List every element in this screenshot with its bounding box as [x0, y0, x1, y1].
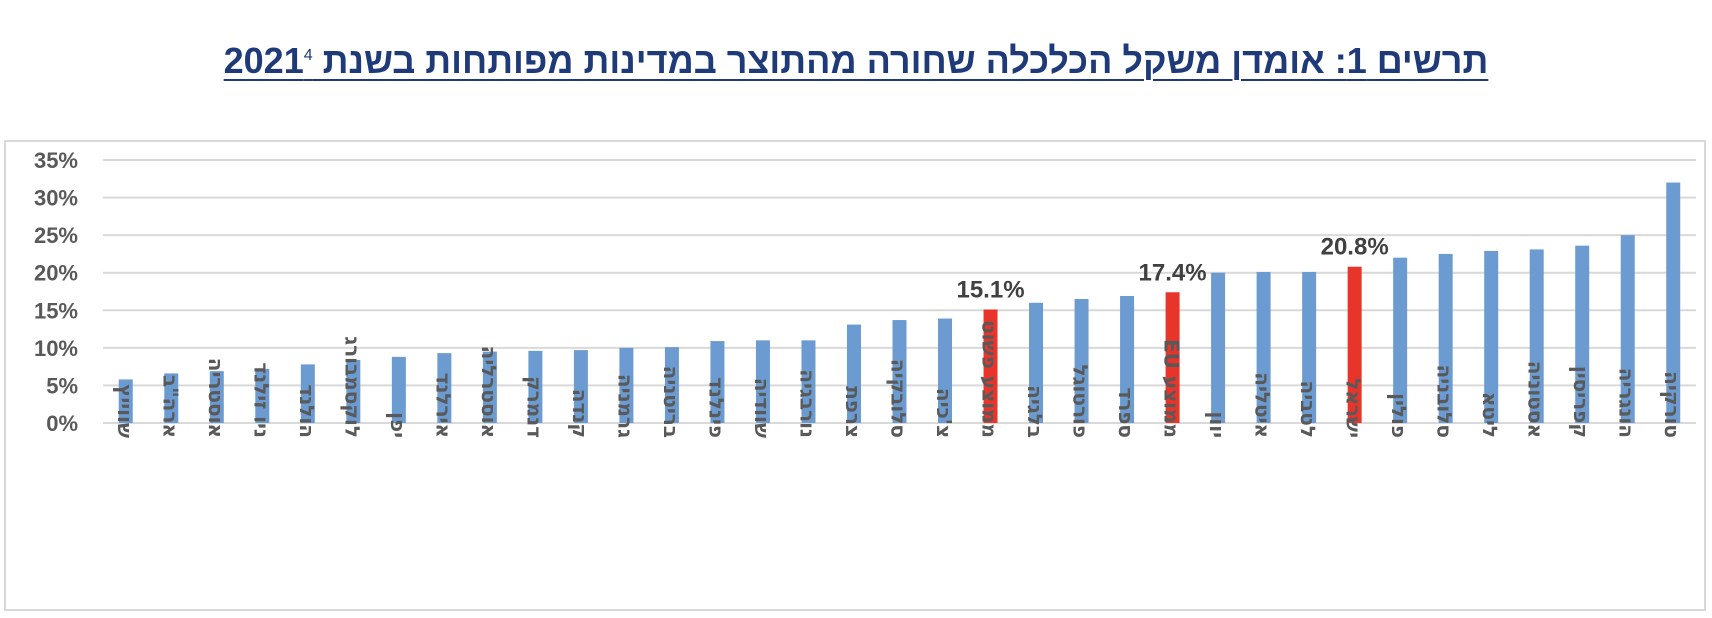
category-label: שווייץ — [113, 384, 137, 438]
bars — [118, 182, 1681, 423]
bar — [1484, 250, 1499, 423]
category-label: שוודיה — [750, 378, 774, 438]
chart-title: תרשים 1: אומדן משקל הכלכלה שחורה מהתוצר … — [224, 40, 1489, 82]
category-label: פולין — [1387, 393, 1411, 438]
data-labels: 15.1% 17.4% 20.8% — [956, 234, 1388, 304]
bar-highlighted — [983, 309, 998, 423]
y-tick-label: 10% — [34, 336, 78, 361]
data-label: 17.4% — [1139, 259, 1207, 286]
category-label: פינלנד — [704, 377, 728, 438]
y-tick-label: 30% — [34, 186, 78, 211]
category-label: גרמניה — [613, 374, 637, 438]
category-label: סלובניה — [1433, 365, 1457, 438]
category-label: אוסטריה — [204, 358, 228, 438]
bar — [710, 341, 725, 423]
category-labels: שווייץ ארה"ב אוסטריה ניו זילנד הולנד לוקסמבור… — [113, 320, 1684, 438]
bar — [482, 351, 497, 423]
y-tick-label: 15% — [34, 298, 78, 323]
y-tick-label: 25% — [34, 223, 78, 248]
category-label: אסטוניה — [1524, 361, 1548, 438]
category-label: סלובקיה — [887, 359, 911, 438]
bar — [801, 340, 816, 423]
bar — [846, 324, 861, 423]
category-label: ארה"ב — [158, 375, 182, 438]
bar — [164, 373, 179, 423]
title-area: תרשים 1: אומדן משקל הכלכלה שחורה מהתוצר … — [0, 40, 1712, 82]
category-label: הונגריה — [1615, 368, 1639, 438]
category-label: בלגיה — [1023, 385, 1047, 438]
category-label: ממוצע EU — [1160, 339, 1184, 438]
y-tick-label: 35% — [34, 148, 78, 173]
category-label: ניו זילנד — [249, 362, 273, 438]
bar-chart: 0% 5% 10% 15% 20% 25% 30% 35% 15.1% 17.4% 20.8% ש… — [34, 148, 1696, 438]
bar-highlighted — [1347, 266, 1362, 423]
y-tick-label: 20% — [34, 261, 78, 286]
category-label: לטביה — [1296, 380, 1320, 438]
bar — [1620, 235, 1635, 423]
bar — [1211, 272, 1226, 423]
category-label: קפריסין — [1569, 366, 1593, 438]
category-label: נורבגיה — [795, 369, 819, 438]
bar — [437, 353, 452, 423]
bar — [391, 356, 406, 423]
category-label: טורקיה — [1660, 371, 1684, 438]
y-tick-label: 0% — [46, 411, 78, 436]
bar — [300, 364, 315, 423]
category-label: אוסטרליה — [477, 346, 501, 438]
chart-frame: 0% 5% 10% 15% 20% 25% 30% 35% 15.1% 17.4% 20.8% ש… — [4, 140, 1706, 611]
bar — [892, 320, 907, 423]
bar — [1666, 182, 1681, 423]
category-label: ספרד — [1114, 387, 1138, 438]
data-label: 15.1% — [956, 277, 1024, 304]
category-label: הולנד — [295, 384, 319, 438]
category-label: אירלנד — [431, 373, 455, 438]
data-label: 20.8% — [1321, 234, 1389, 261]
bar — [1302, 271, 1317, 423]
category-label: צ'כיה — [932, 388, 956, 438]
bar — [938, 318, 953, 423]
bar — [573, 350, 588, 423]
bar — [755, 340, 770, 423]
category-label: איטליה — [1251, 372, 1275, 438]
bar-highlighted — [1165, 292, 1180, 423]
bar — [1575, 245, 1590, 423]
category-label: ליטא — [1478, 392, 1502, 438]
category-label: פורטוגל — [1069, 364, 1093, 438]
category-label: בריטניה — [659, 366, 683, 438]
bar — [1120, 296, 1135, 423]
category-label: צרפת — [841, 386, 865, 438]
category-label: דנמרק — [522, 376, 546, 438]
title-footnote: 4 — [303, 47, 313, 64]
bar — [1256, 271, 1271, 423]
bar — [346, 359, 361, 423]
bar — [1074, 299, 1089, 423]
bar — [1029, 302, 1044, 423]
bar — [118, 379, 133, 423]
bar — [1529, 249, 1544, 423]
bar — [619, 347, 634, 423]
category-label: ישראל — [1342, 378, 1366, 438]
bar — [255, 368, 270, 423]
category-label: יוון — [1205, 412, 1229, 438]
bar — [209, 371, 224, 423]
category-label: לוקסמבורג — [340, 336, 364, 438]
y-axis-ticks: 0% 5% 10% 15% 20% 25% 30% 35% — [34, 148, 78, 436]
bar — [1393, 257, 1408, 423]
category-label: ממוצע פשוט — [978, 320, 1002, 438]
bar — [1438, 253, 1453, 423]
category-label: קנדה — [568, 389, 592, 438]
chart-title-text: תרשים 1: אומדן משקל הכלכלה שחורה מהתוצר … — [223, 40, 1489, 81]
y-tick-label: 5% — [46, 373, 78, 398]
bar — [528, 350, 543, 423]
bar — [664, 347, 679, 423]
category-label: יפן — [386, 412, 410, 438]
